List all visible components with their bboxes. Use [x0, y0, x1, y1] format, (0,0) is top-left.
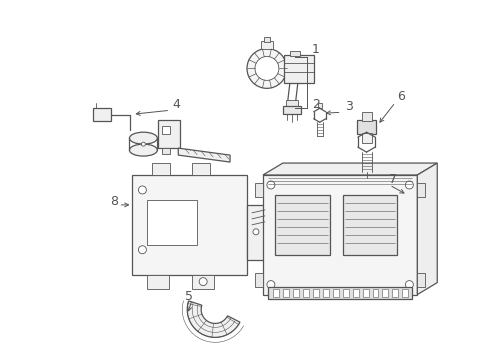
Bar [274, 195, 329, 255]
Bar [361, 112, 371, 121]
Text: 1: 1 [311, 44, 319, 57]
Bar [382, 289, 387, 297]
Bar [152, 163, 170, 175]
Circle shape [252, 229, 259, 235]
Bar [192, 163, 210, 175]
Circle shape [405, 181, 412, 189]
Circle shape [141, 142, 145, 146]
Circle shape [199, 278, 207, 285]
Bar [416, 183, 425, 197]
Bar [402, 289, 407, 297]
Circle shape [266, 181, 274, 189]
Bar [263, 175, 416, 294]
Bar [147, 275, 169, 289]
Bar [416, 273, 425, 287]
Bar [285, 100, 297, 106]
Bar [332, 289, 338, 297]
Text: 2: 2 [311, 98, 319, 111]
Bar [372, 289, 378, 297]
Polygon shape [263, 163, 436, 175]
Circle shape [138, 246, 146, 254]
Ellipse shape [129, 132, 157, 144]
Bar [362, 289, 368, 297]
Text: 3: 3 [344, 100, 352, 113]
Bar [147, 200, 197, 245]
Ellipse shape [129, 144, 157, 156]
Bar [317, 103, 321, 108]
Bar [312, 289, 318, 297]
Circle shape [266, 280, 274, 289]
Bar [361, 133, 371, 143]
Bar [282, 289, 288, 297]
Bar [192, 275, 214, 289]
Bar [356, 120, 376, 134]
Polygon shape [187, 301, 240, 337]
Bar [289, 50, 299, 57]
Polygon shape [416, 163, 436, 294]
Circle shape [254, 57, 278, 80]
Circle shape [246, 49, 286, 88]
Bar [158, 120, 180, 148]
Bar [283, 55, 313, 84]
Bar [162, 148, 170, 154]
Bar [292, 289, 298, 297]
Bar [261, 41, 272, 49]
Bar [267, 287, 411, 298]
Text: 5: 5 [185, 289, 193, 302]
Circle shape [405, 280, 412, 289]
Bar [246, 205, 264, 260]
Bar [272, 289, 278, 297]
Text: 4: 4 [172, 98, 180, 111]
Bar [302, 289, 308, 297]
Bar [352, 289, 358, 297]
Bar [264, 37, 269, 41]
Bar [162, 126, 170, 134]
Text: 8: 8 [110, 195, 118, 208]
Bar [254, 183, 263, 197]
Circle shape [138, 186, 146, 194]
Bar [92, 108, 110, 121]
Bar [282, 106, 300, 114]
Bar [132, 175, 246, 275]
Bar [254, 273, 263, 287]
Bar [342, 195, 397, 255]
Bar [322, 289, 328, 297]
Text: 7: 7 [388, 173, 397, 186]
Text: 6: 6 [397, 90, 405, 103]
Bar [392, 289, 398, 297]
Polygon shape [178, 148, 229, 162]
Bar [342, 289, 348, 297]
